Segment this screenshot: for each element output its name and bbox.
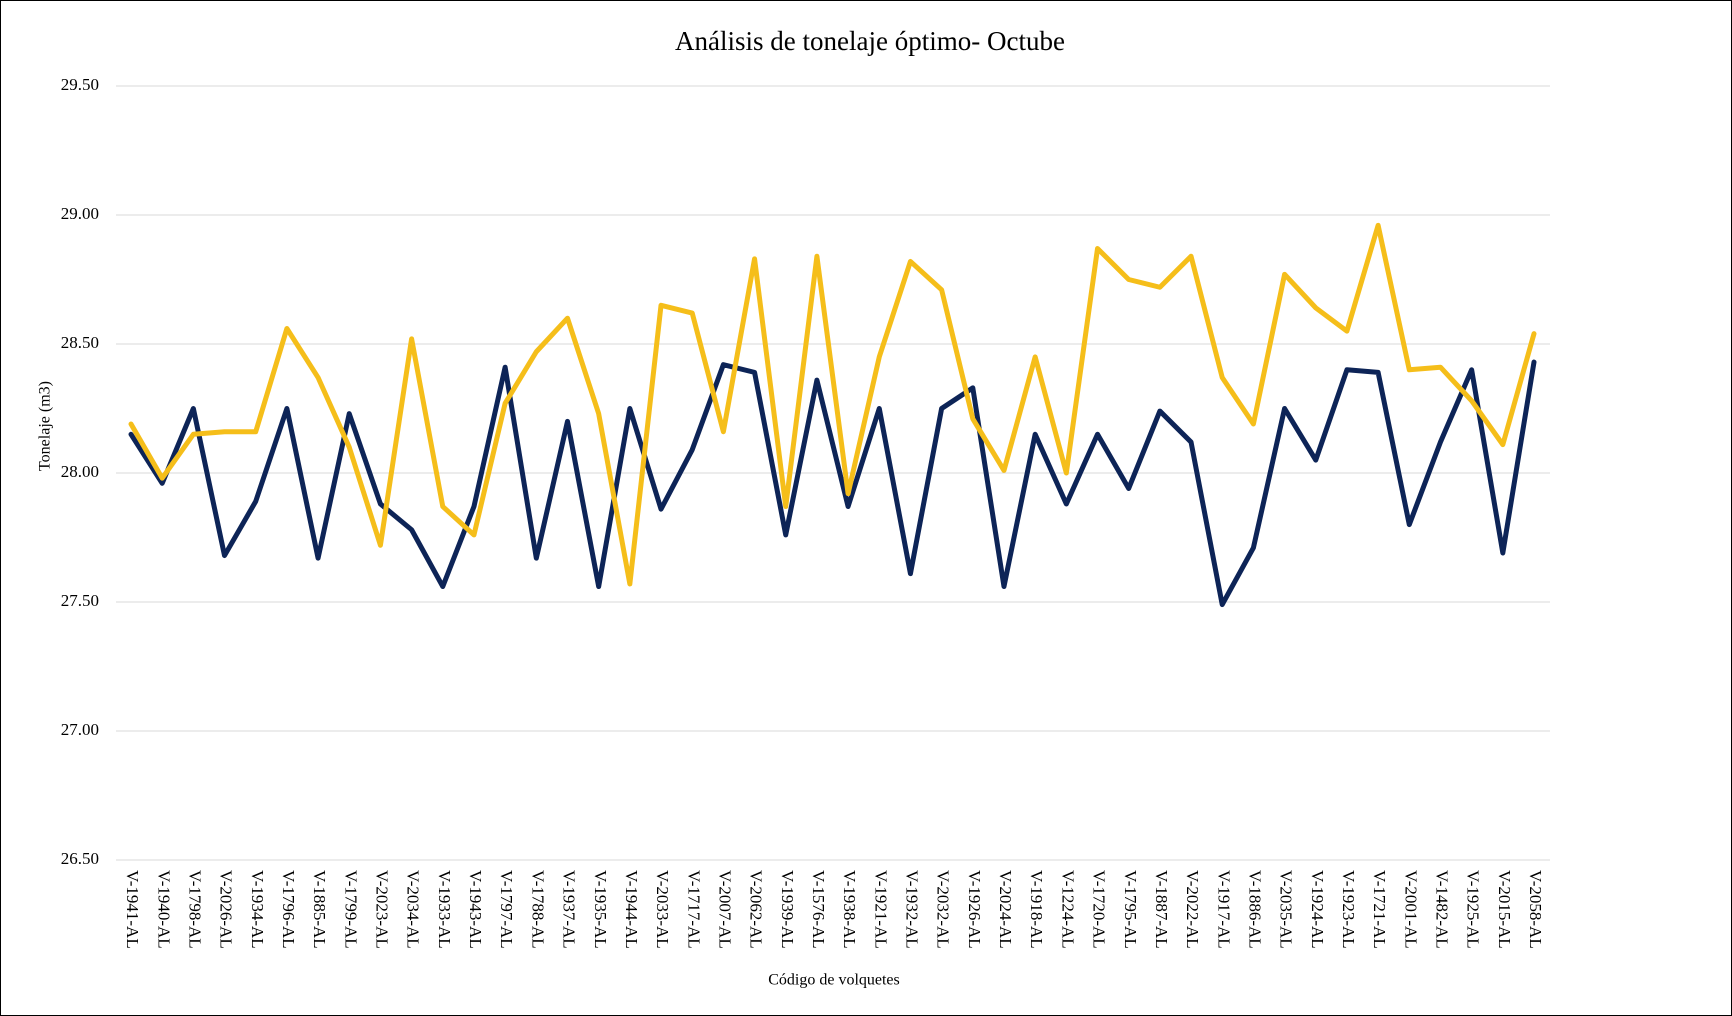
x-tick-label: V-1917-AL <box>1214 870 1233 949</box>
x-tick-label: V-1795-AL <box>1121 870 1140 949</box>
x-tick-label: V-1918-AL <box>1027 870 1046 949</box>
y-tick-label: 28.00 <box>61 462 99 481</box>
x-tick-label: V-1934-AL <box>248 870 267 949</box>
y-tick-label: 28.50 <box>61 333 99 352</box>
x-tick-label: V-1798-AL <box>185 870 204 949</box>
x-tick-label: V-1941-AL <box>123 870 142 949</box>
y-axis-label: Tonelaje (m3) <box>37 381 54 471</box>
x-tick-label: V-1720-AL <box>1090 870 1109 949</box>
x-tick-label: V-1937-AL <box>560 870 579 949</box>
x-tick-label: V-1788-AL <box>528 870 547 949</box>
x-tick-label: V-2007-AL <box>715 870 734 949</box>
x-axis-label: Código de volquetes <box>768 972 900 989</box>
x-tick-label: V-1887-AL <box>1152 870 1171 949</box>
y-tick-label: 27.00 <box>61 720 99 739</box>
x-tick-label: V-1885-AL <box>310 870 329 949</box>
x-tick-label: V-1482-AL <box>1433 870 1452 949</box>
x-tick-label: V-2023-AL <box>373 870 392 949</box>
x-tick-label: V-1797-AL <box>497 870 516 949</box>
x-tick-label: V-2035-AL <box>1277 870 1296 949</box>
x-tick-label: V-1796-AL <box>279 870 298 949</box>
x-tick-label: V-2001-AL <box>1401 870 1420 949</box>
x-tick-label: V-1926-AL <box>965 870 984 949</box>
x-tick-label: V-1938-AL <box>840 870 859 949</box>
series-line <box>128 359 1537 608</box>
x-tick-label: V-2032-AL <box>934 870 953 949</box>
x-tick-label: V-1717-AL <box>684 870 703 949</box>
x-tick-label: V-1932-AL <box>903 870 922 949</box>
x-tick-label: V-1939-AL <box>778 870 797 949</box>
x-tick-label: V-2062-AL <box>747 870 766 949</box>
x-tick-label: V-1924-AL <box>1308 870 1327 949</box>
x-tick-label: V-1799-AL <box>341 870 360 949</box>
x-tick-label: V-2024-AL <box>996 870 1015 949</box>
y-tick-label: 29.50 <box>61 75 99 94</box>
x-tick-label: V-1940-AL <box>154 870 173 949</box>
x-tick-label: V-1933-AL <box>435 870 454 949</box>
x-tick-label: V-1921-AL <box>871 870 890 949</box>
x-tick-label: V-2034-AL <box>404 870 423 949</box>
x-tick-label: V-2022-AL <box>1183 870 1202 949</box>
x-tick-label: V-2033-AL <box>653 870 672 949</box>
x-tick-label: V-1923-AL <box>1339 870 1358 949</box>
x-tick-label: V-2026-AL <box>217 870 236 949</box>
x-tick-label: V-2015-AL <box>1495 870 1514 949</box>
series-line <box>128 222 1537 587</box>
x-tick-label: V-1925-AL <box>1464 870 1483 949</box>
y-tick-label: 29.00 <box>61 204 99 223</box>
x-tick-label: V-1224-AL <box>1058 870 1077 949</box>
x-tick-label: V-1944-AL <box>622 870 641 949</box>
x-tick-label: V-1576-AL <box>809 870 828 949</box>
chart-title: Análisis de tonelaje óptimo- Octube <box>675 26 1065 56</box>
x-tick-label: V-1721-AL <box>1370 870 1389 949</box>
x-tick-label: V-1935-AL <box>591 870 610 949</box>
y-tick-label: 27.50 <box>61 591 99 610</box>
x-tick-label: V-1943-AL <box>466 870 485 949</box>
x-tick-label: V-1886-AL <box>1245 870 1264 949</box>
y-tick-label: 26.50 <box>61 849 99 868</box>
x-tick-label: V-2058-AL <box>1526 870 1545 949</box>
